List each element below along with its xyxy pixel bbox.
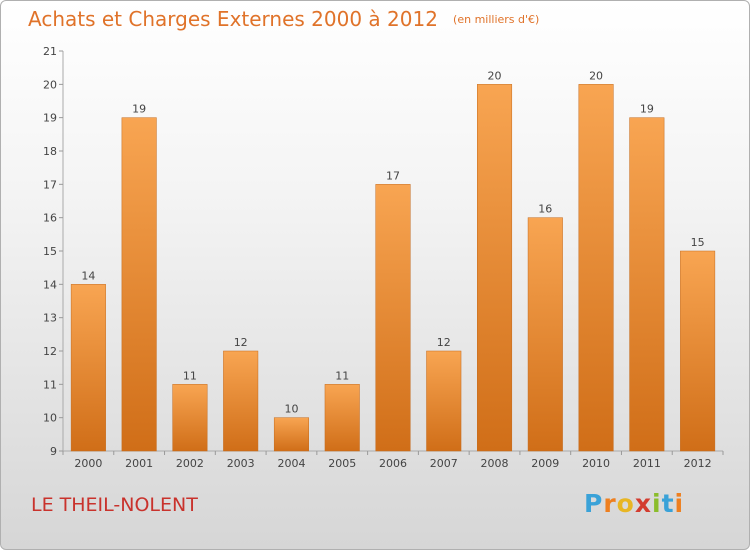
brand-letter: i [674, 489, 685, 518]
bar-value-label: 17 [386, 169, 400, 182]
bar [680, 250, 716, 452]
x-tick-label: 2008 [481, 457, 509, 470]
bar-value-label: 10 [284, 403, 298, 416]
brand-letter: i [652, 489, 662, 518]
y-tick-label: 15 [43, 245, 57, 258]
y-tick-label: 12 [43, 345, 57, 358]
bar [426, 350, 462, 452]
x-tick-label: 2003 [227, 457, 255, 470]
brand-letter: r [603, 489, 617, 518]
x-tick-label: 2010 [582, 457, 610, 470]
y-tick-label: 19 [43, 112, 57, 125]
x-tick-label: 2001 [125, 457, 153, 470]
bar-value-label: 20 [488, 69, 502, 82]
x-tick-label: 2000 [74, 457, 102, 470]
y-tick-label: 16 [43, 212, 57, 225]
y-tick-label: 10 [43, 412, 57, 425]
y-tick-label: 18 [43, 145, 57, 158]
bar-value-label: 15 [691, 236, 705, 249]
y-tick-label: 21 [43, 45, 57, 58]
x-tick-label: 2012 [684, 457, 712, 470]
brand-letter: t [661, 489, 675, 518]
bar-value-label: 11 [335, 369, 349, 382]
y-tick-label: 11 [43, 378, 57, 391]
bar [629, 117, 665, 452]
x-tick-label: 2009 [531, 457, 559, 470]
bar-value-label: 16 [538, 203, 552, 216]
chart-title: Achats et Charges Externes 2000 à 2012 [28, 7, 438, 31]
brand-letter: o [616, 489, 635, 518]
bar [70, 284, 106, 452]
y-tick-label: 17 [43, 178, 57, 191]
bar [375, 184, 411, 452]
bar [223, 350, 259, 452]
bar-value-label: 19 [640, 103, 654, 116]
bar-value-label: 19 [132, 103, 146, 116]
bars-layer [70, 84, 716, 452]
title-row: Achats et Charges Externes 2000 à 2012 (… [28, 7, 539, 31]
bar-value-label: 12 [234, 336, 248, 349]
x-tick-label: 2007 [430, 457, 458, 470]
bar [527, 217, 563, 452]
commune-name: LE THEIL-NOLENT [31, 494, 198, 516]
y-tick-label: 9 [50, 445, 57, 458]
x-tick-label: 2002 [176, 457, 204, 470]
bar [477, 84, 513, 452]
y-tick-label: 13 [43, 312, 57, 325]
bar-value-label: 11 [183, 369, 197, 382]
bar-value-label: 12 [437, 336, 451, 349]
bar [172, 384, 208, 452]
labels-layer: 14 2000 19 2001 11 2002 12 2003 10 2004 11 2005 17 20… [74, 69, 711, 470]
x-tick-label: 2004 [277, 457, 305, 470]
bar [324, 384, 360, 452]
chart-subtitle: (en milliers d'€) [453, 13, 540, 26]
bar [121, 117, 157, 452]
x-tick-label: 2011 [633, 457, 661, 470]
bar-value-label: 14 [81, 269, 95, 282]
bar [273, 417, 309, 452]
brand-logo[interactable]: Proxiti [584, 489, 684, 518]
x-tick-label: 2006 [379, 457, 407, 470]
bar [578, 84, 614, 452]
x-tick-label: 2005 [328, 457, 356, 470]
brand-letter: x [634, 489, 652, 518]
y-tick-label: 20 [43, 78, 57, 91]
bar-value-label: 20 [589, 69, 603, 82]
brand-letter: P [584, 489, 604, 518]
y-tick-label: 14 [43, 278, 57, 291]
